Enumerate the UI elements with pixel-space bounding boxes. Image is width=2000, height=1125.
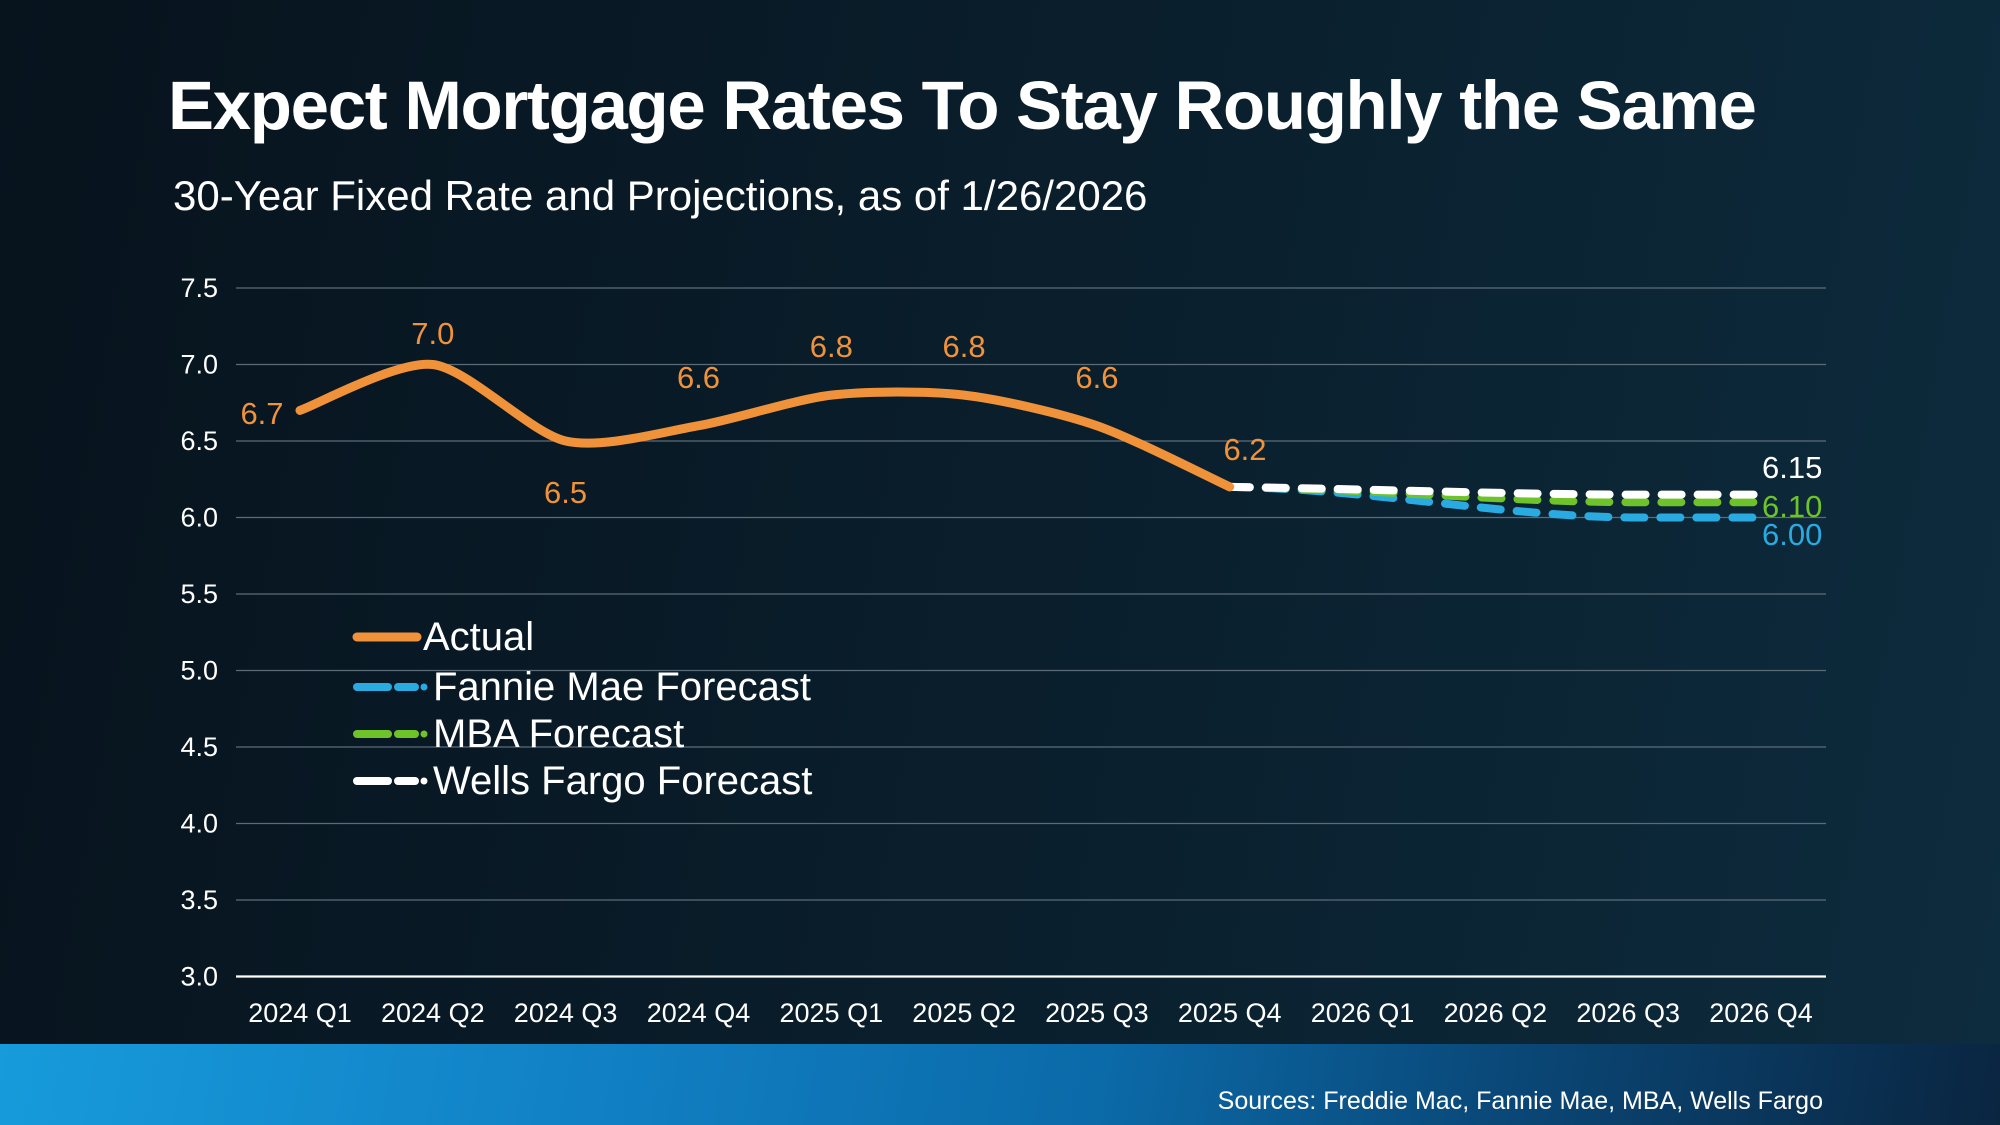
svg-text:6.2: 6.2 — [1223, 432, 1266, 467]
svg-text:2025 Q3: 2025 Q3 — [1045, 998, 1149, 1028]
svg-text:6.7: 6.7 — [240, 396, 283, 431]
svg-text:6.15: 6.15 — [1762, 450, 1822, 485]
svg-text:7.0: 7.0 — [411, 316, 454, 351]
svg-text:Fannie Mae Forecast: Fannie Mae Forecast — [433, 665, 811, 709]
svg-text:5.0: 5.0 — [180, 656, 218, 686]
svg-text:4.0: 4.0 — [180, 809, 218, 839]
svg-text:5.5: 5.5 — [180, 579, 218, 609]
svg-text:6.00: 6.00 — [1762, 517, 1822, 552]
svg-text:4.5: 4.5 — [180, 732, 218, 762]
svg-text:3.5: 3.5 — [180, 885, 218, 915]
svg-text:2025 Q2: 2025 Q2 — [912, 998, 1016, 1028]
svg-text:2024 Q3: 2024 Q3 — [514, 998, 618, 1028]
svg-text:2025 Q4: 2025 Q4 — [1178, 998, 1282, 1028]
svg-text:MBA Forecast: MBA Forecast — [433, 712, 684, 756]
svg-text:3.0: 3.0 — [180, 962, 218, 992]
svg-text:Actual: Actual — [423, 615, 534, 659]
svg-text:2024 Q2: 2024 Q2 — [381, 998, 485, 1028]
svg-text:6.8: 6.8 — [810, 329, 853, 364]
svg-text:2026 Q2: 2026 Q2 — [1444, 998, 1548, 1028]
svg-text:7.0: 7.0 — [180, 350, 218, 380]
svg-text:2024 Q4: 2024 Q4 — [647, 998, 751, 1028]
svg-text:2025 Q1: 2025 Q1 — [780, 998, 884, 1028]
svg-text:6.8: 6.8 — [943, 329, 986, 364]
svg-text:6.5: 6.5 — [544, 475, 587, 510]
svg-text:6.5: 6.5 — [180, 426, 218, 456]
svg-text:6.0: 6.0 — [180, 503, 218, 533]
svg-text:2024 Q1: 2024 Q1 — [248, 998, 352, 1028]
svg-text:6.6: 6.6 — [1075, 360, 1118, 395]
svg-text:2026 Q3: 2026 Q3 — [1576, 998, 1680, 1028]
svg-text:6.6: 6.6 — [677, 360, 720, 395]
svg-text:Wells Fargo Forecast: Wells Fargo Forecast — [433, 759, 812, 803]
svg-text:7.5: 7.5 — [180, 273, 218, 303]
svg-text:2026 Q4: 2026 Q4 — [1709, 998, 1813, 1028]
svg-text:2026 Q1: 2026 Q1 — [1311, 998, 1415, 1028]
